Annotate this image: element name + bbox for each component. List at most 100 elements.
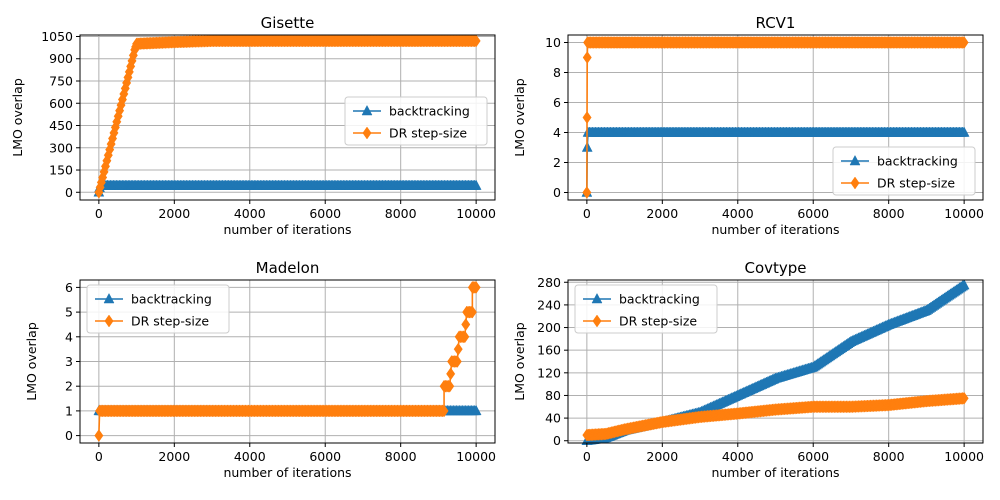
- series-markers-dr-step-size: [94, 34, 481, 199]
- x-tick-label: 4000: [722, 449, 754, 464]
- x-tick-label: 6000: [797, 206, 829, 221]
- x-tick-label: 2000: [158, 449, 190, 464]
- data-point: [958, 279, 970, 290]
- legend-label: backtracking: [877, 154, 958, 169]
- y-axis-label: LMO overlap: [24, 322, 39, 401]
- y-tick-label: 900: [49, 51, 73, 66]
- y-tick-label: 280: [537, 275, 561, 290]
- series-markers-backtracking: [93, 179, 482, 197]
- y-tick-label: 0: [553, 185, 561, 200]
- data-point: [959, 36, 969, 49]
- legend-item-backtracking: backtracking: [95, 292, 212, 307]
- data-point: [470, 404, 482, 416]
- x-axis-label: number of iterations: [223, 465, 351, 480]
- chart-panel-covtype: 0 2000 4000 6000 8000 10000 0 40 80 120 160 200 240 2…: [512, 259, 984, 480]
- y-tick-label: 10: [545, 35, 561, 50]
- y-tick-label: 0: [65, 428, 73, 443]
- data-point: [471, 34, 481, 48]
- series-markers-dr-step-size: [582, 36, 969, 199]
- y-tick-label: 0: [65, 185, 73, 200]
- legend-label: DR step-size: [619, 314, 697, 329]
- plot-frame: [79, 34, 496, 201]
- y-tick-label: 150: [49, 163, 73, 178]
- y-tick-label: 4: [553, 125, 561, 140]
- x-tick-label: 10000: [456, 206, 496, 221]
- y-tick-label: 6: [553, 95, 561, 110]
- x-tick-label: 10000: [944, 206, 984, 221]
- x-tick-label: 0: [95, 206, 103, 221]
- x-tick-label: 4000: [234, 449, 266, 464]
- legend-label: DR step-size: [131, 314, 209, 329]
- diamond-marker-icon: [850, 176, 860, 190]
- diamond-marker-icon: [104, 314, 114, 328]
- y-tick-label: 8: [553, 65, 561, 80]
- x-tick-label: 0: [583, 206, 591, 221]
- data-point: [453, 342, 463, 356]
- legend: backtracking DR step-size: [86, 284, 230, 334]
- legend-item-backtracking: backtracking: [353, 104, 470, 119]
- data-point: [582, 186, 592, 199]
- y-tick-label: 1050: [41, 29, 73, 44]
- y-tick-label: 120: [537, 365, 561, 380]
- x-tick-label: 6000: [797, 449, 829, 464]
- y-axis-label: LMO overlap: [10, 78, 25, 157]
- data-point: [958, 126, 970, 137]
- y-tick-label: 200: [537, 320, 561, 335]
- plot-frame: [567, 279, 984, 444]
- legend-item-dr-step-size: DR step-size: [95, 314, 209, 329]
- legend-label: DR step-size: [389, 126, 467, 141]
- x-tick-label: 10000: [944, 449, 984, 464]
- chart-title: Covtype: [744, 259, 806, 277]
- data-point: [461, 318, 471, 331]
- y-tick-label: 3: [65, 354, 73, 369]
- y-tick-label: 80: [545, 388, 561, 403]
- data-point: [470, 179, 482, 190]
- data-point: [460, 330, 470, 344]
- x-tick-label: 2000: [158, 206, 190, 221]
- legend-label: DR step-size: [877, 176, 955, 191]
- series-markers-backtracking: [581, 126, 970, 197]
- chart-title: RCV1: [756, 14, 796, 32]
- x-tick-label: 0: [583, 449, 591, 464]
- y-axis-label: LMO overlap: [512, 322, 527, 401]
- triangle-marker-icon: [849, 154, 861, 166]
- triangle-marker-icon: [361, 104, 373, 116]
- data-point: [445, 379, 455, 393]
- chart-title: Gisette: [261, 14, 315, 32]
- x-tick-label: 2000: [646, 449, 678, 464]
- plot-frame: [567, 34, 984, 201]
- y-axis-label: LMO overlap: [512, 78, 527, 157]
- legend-item-dr-step-size: DR step-size: [353, 126, 467, 141]
- legend-item-dr-step-size: DR step-size: [583, 314, 697, 329]
- data-point: [439, 404, 449, 418]
- data-point: [471, 280, 481, 294]
- y-tick-label: 240: [537, 297, 561, 312]
- x-tick-label: 4000: [234, 206, 266, 221]
- y-tick-label: 2: [65, 379, 73, 394]
- y-tick-label: 5: [65, 305, 73, 320]
- legend: backtracking DR step-size: [574, 284, 718, 334]
- x-axis-label: number of iterations: [711, 222, 839, 237]
- x-tick-label: 6000: [309, 449, 341, 464]
- y-tick-label: 300: [49, 140, 73, 155]
- legend: backtracking DR step-size: [344, 96, 488, 146]
- legend-item-backtracking: backtracking: [583, 292, 700, 307]
- x-axis-label: number of iterations: [711, 465, 839, 480]
- data-point: [94, 429, 104, 443]
- x-tick-label: 8000: [385, 206, 417, 221]
- x-tick-label: 8000: [873, 449, 905, 464]
- diamond-marker-icon: [592, 314, 602, 328]
- legend-label: backtracking: [619, 292, 700, 307]
- chart-panel-gisette: 0 2000 4000 6000 8000 10000 0 150 300 450 600 750 90…: [10, 14, 496, 237]
- x-tick-label: 0: [95, 449, 103, 464]
- data-point: [582, 51, 592, 64]
- data-point: [959, 391, 969, 405]
- y-tick-label: 750: [49, 73, 73, 88]
- chart-panel-madelon: 0 2000 4000 6000 8000 10000 0 1 2 3 4 5 6 Madelon numb…: [24, 259, 496, 480]
- diamond-marker-icon: [362, 126, 372, 140]
- x-tick-label: 10000: [456, 449, 496, 464]
- triangle-marker-icon: [591, 292, 603, 304]
- y-tick-label: 2: [553, 155, 561, 170]
- legend-item-backtracking: backtracking: [841, 154, 958, 169]
- legend: backtracking DR step-size: [832, 146, 976, 196]
